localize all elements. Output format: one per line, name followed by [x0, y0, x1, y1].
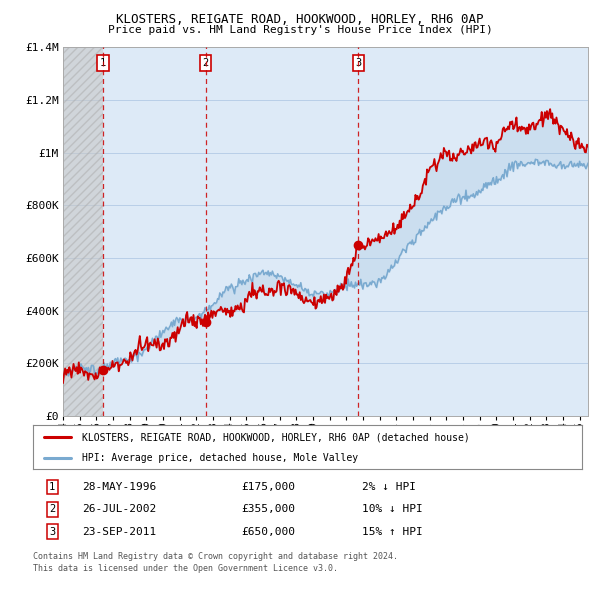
- Text: HPI: Average price, detached house, Mole Valley: HPI: Average price, detached house, Mole…: [82, 453, 359, 463]
- Text: 2: 2: [49, 504, 55, 514]
- Text: 2% ↓ HPI: 2% ↓ HPI: [362, 482, 416, 492]
- Text: KLOSTERS, REIGATE ROAD, HOOKWOOD, HORLEY, RH6 0AP (detached house): KLOSTERS, REIGATE ROAD, HOOKWOOD, HORLEY…: [82, 432, 470, 442]
- Bar: [63, 47, 103, 416]
- Text: £650,000: £650,000: [242, 527, 296, 537]
- Text: This data is licensed under the Open Government Licence v3.0.: This data is licensed under the Open Gov…: [33, 564, 338, 573]
- Text: 3: 3: [49, 527, 55, 537]
- Text: KLOSTERS, REIGATE ROAD, HOOKWOOD, HORLEY, RH6 0AP: KLOSTERS, REIGATE ROAD, HOOKWOOD, HORLEY…: [116, 13, 484, 26]
- Text: 23-SEP-2011: 23-SEP-2011: [82, 527, 157, 537]
- Text: 26-JUL-2002: 26-JUL-2002: [82, 504, 157, 514]
- Text: £175,000: £175,000: [242, 482, 296, 492]
- Text: 10% ↓ HPI: 10% ↓ HPI: [362, 504, 423, 514]
- Text: Price paid vs. HM Land Registry's House Price Index (HPI): Price paid vs. HM Land Registry's House …: [107, 25, 493, 35]
- Bar: [63, 47, 103, 416]
- Text: 15% ↑ HPI: 15% ↑ HPI: [362, 527, 423, 537]
- Text: £355,000: £355,000: [242, 504, 296, 514]
- Text: 3: 3: [355, 58, 361, 68]
- Text: 1: 1: [100, 58, 106, 68]
- Text: 28-MAY-1996: 28-MAY-1996: [82, 482, 157, 492]
- Text: 2: 2: [202, 58, 209, 68]
- Text: Contains HM Land Registry data © Crown copyright and database right 2024.: Contains HM Land Registry data © Crown c…: [33, 552, 398, 561]
- Text: 1: 1: [49, 482, 55, 492]
